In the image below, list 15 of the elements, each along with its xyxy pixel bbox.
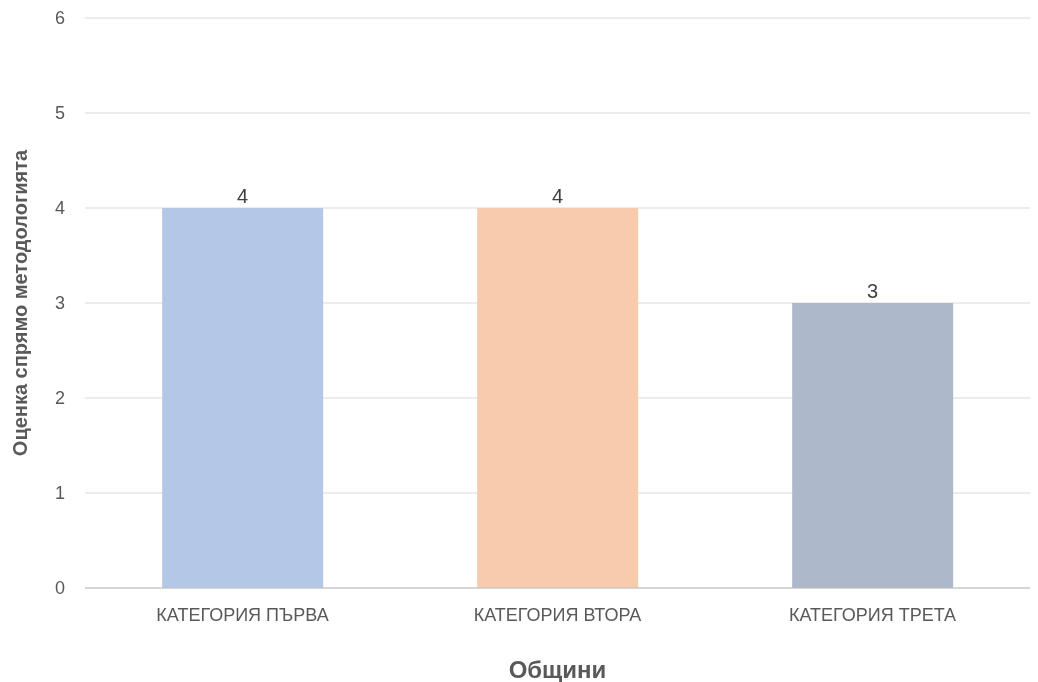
y-axis-title: Оценка спрямо методологията [9,148,32,457]
x-tick-label: КАТЕГОРИЯ ВТОРА [473,604,642,625]
y-tick-label: 0 [54,578,65,599]
x-tick-label: КАТЕГОРИЯ ТРЕТА [788,604,957,625]
data-label: 3 [867,280,879,302]
data-label: 4 [552,185,564,207]
y-tick-label: 1 [54,483,65,504]
y-tick-label: 6 [54,8,65,29]
y-tick-label: 4 [54,198,65,219]
data-label: 4 [237,185,249,207]
y-tick-label: 3 [54,293,65,314]
y-tick-label: 2 [54,388,65,409]
y-tick-label: 5 [54,103,65,124]
x-tick-label: КАТЕГОРИЯ ПЪРВА [156,604,329,625]
x-axis-title: Общини [508,656,607,682]
